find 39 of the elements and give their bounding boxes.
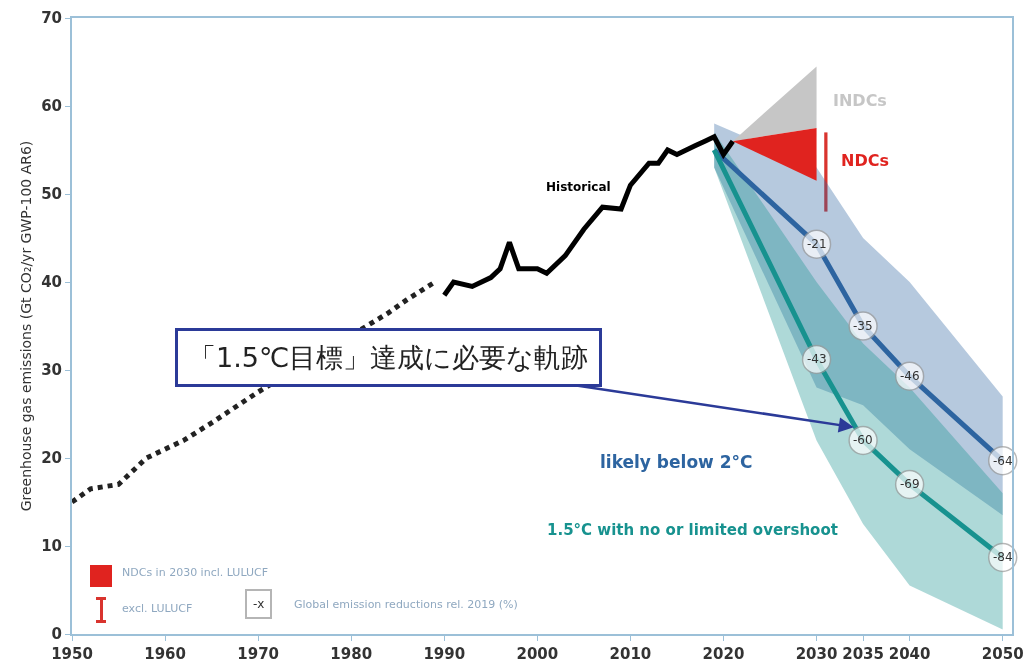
x-tick-label: 2035 [842,645,884,663]
y-tick-label: 20 [41,449,62,468]
y-tick-label: 0 [51,625,62,644]
x-tick-label: 1950 [51,645,93,663]
y-axis-title: Greenhouse gas emissions (Gt CO₂/yr GWP-100 AR6) [18,140,35,512]
annotation: -64 [993,454,1013,468]
legend-label: NDCs [841,151,889,170]
annotation: excl. LULUCF [122,602,193,615]
x-tick-label: 2030 [795,645,838,663]
legend-label: INDCs [833,91,887,110]
x-tick-label: 1980 [330,645,373,663]
annotation: -43 [807,352,827,366]
annotation: -21 [807,237,827,251]
x-tick-label: 2040 [888,645,931,663]
x-tick-label: 2000 [516,645,559,663]
annotation: -x [253,597,265,611]
x-tick-label: 2050 [981,645,1024,663]
annotation: -60 [853,433,873,447]
annotation: Global emission reductions rel. 2019 (%) [294,598,518,611]
y-tick-label: 40 [41,273,62,292]
x-tick-label: 1970 [237,645,280,663]
text: likely below 2°C [600,452,753,472]
x-tick-label: 1960 [144,645,186,663]
y-tick-label: 70 [41,9,62,28]
series-label: Historical [546,180,611,194]
y-tick-label: 30 [41,361,62,380]
x-tick-label: 2010 [609,645,652,663]
annotation: 「1.5℃目標」達成に必要な軌跡 [189,342,589,373]
y-tick-label: 50 [41,185,62,204]
text: 1.5°C with no or limited overshoot [547,521,838,539]
annotation: -35 [853,319,873,333]
annotation: -69 [900,477,920,491]
annotation: -84 [993,550,1013,564]
annotation: -46 [900,369,920,383]
x-tick-label: 1990 [423,645,466,663]
y-tick-label: 10 [41,537,62,556]
x-tick-label: 2020 [702,645,745,663]
annotation: NDCs in 2030 incl. LULUCF [122,566,269,579]
y-tick-label: 60 [41,97,62,116]
